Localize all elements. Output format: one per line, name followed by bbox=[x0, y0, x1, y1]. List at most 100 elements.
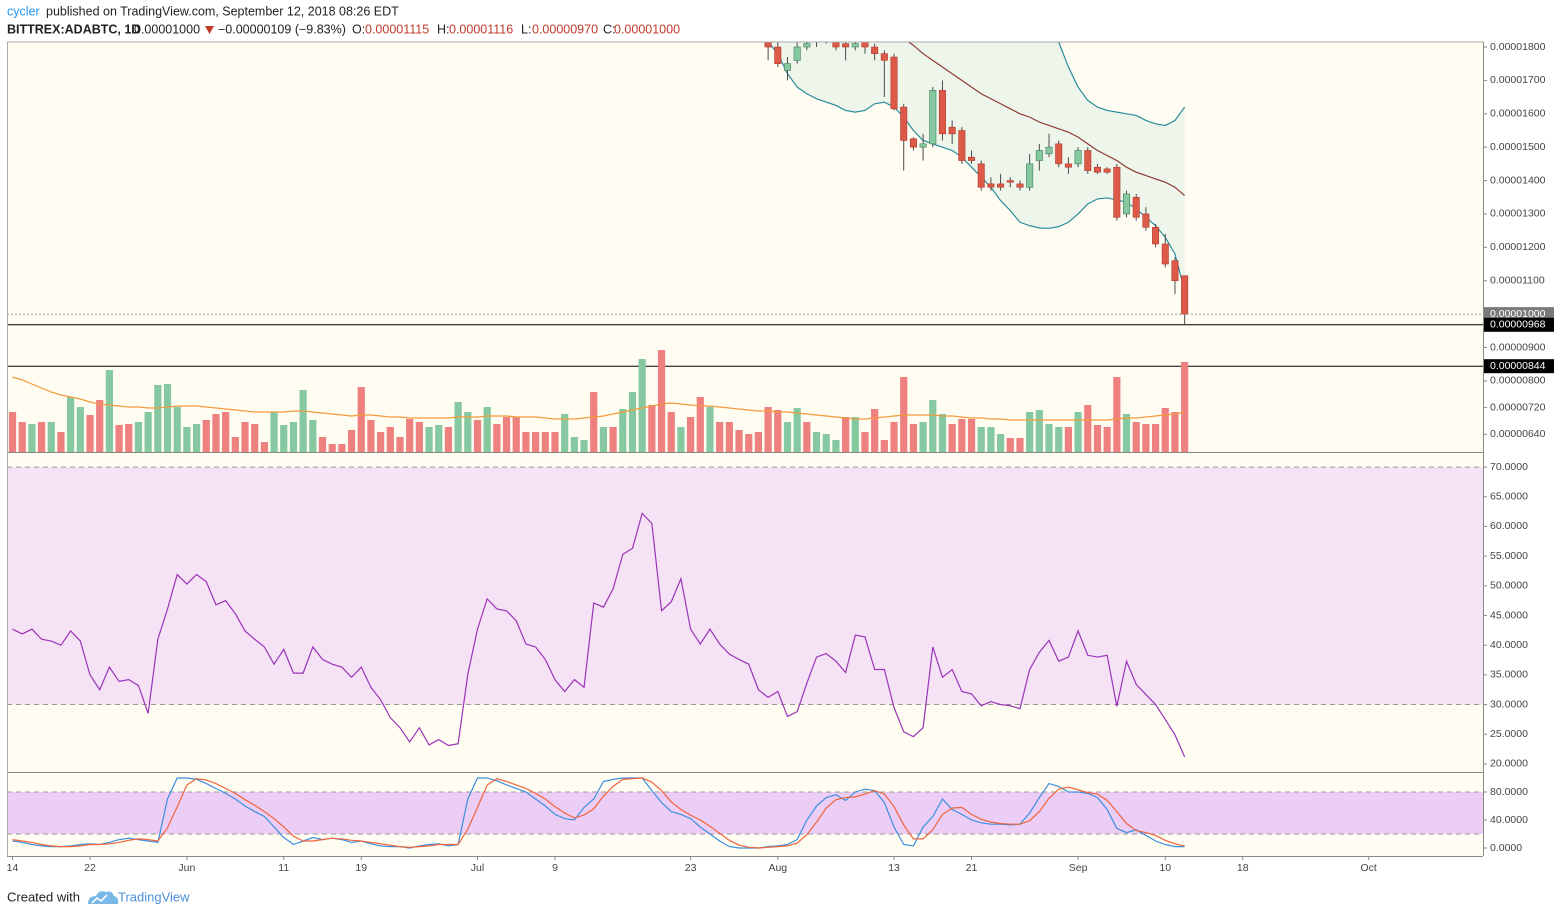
y-tick-label: 0.00001200 bbox=[1490, 241, 1546, 253]
volume-bar bbox=[1035, 410, 1043, 452]
y-tick-label: 0.00000720 bbox=[1490, 401, 1546, 413]
volume-bar bbox=[1045, 424, 1053, 452]
x-tick-label: 9 bbox=[552, 862, 558, 874]
price-label: 0.00001000 bbox=[1490, 308, 1546, 320]
volume-bar bbox=[396, 437, 404, 452]
volume-bar bbox=[977, 427, 985, 452]
candle-body bbox=[1132, 196, 1140, 218]
candle-body bbox=[813, 37, 819, 40]
footer-brand[interactable]: TradingView bbox=[118, 889, 190, 904]
volume-bar bbox=[37, 422, 46, 452]
x-tick-label: Sep bbox=[1069, 862, 1088, 874]
volume-bar bbox=[541, 432, 549, 452]
high-label: H: bbox=[437, 22, 450, 36]
volume-bar bbox=[628, 392, 637, 452]
volume-bar bbox=[115, 425, 123, 452]
price-label: 0.00000844 bbox=[1490, 360, 1546, 372]
candle-body bbox=[938, 90, 946, 135]
series-line bbox=[12, 777, 1185, 849]
candle-body bbox=[900, 106, 908, 141]
volume-bar bbox=[28, 424, 36, 452]
volume-bar bbox=[1151, 424, 1160, 452]
volume-bar bbox=[948, 424, 956, 452]
pane bbox=[7, 777, 1483, 849]
last-price: 0.00001000 bbox=[134, 22, 200, 36]
open-value: 0.00001115 bbox=[365, 22, 429, 36]
candle-body bbox=[977, 163, 985, 188]
candle-body bbox=[919, 143, 927, 148]
volume-bar bbox=[18, 422, 26, 452]
band bbox=[7, 791, 1483, 835]
volume-bar bbox=[144, 412, 152, 452]
volume-bar bbox=[96, 400, 104, 452]
candle-body bbox=[851, 43, 859, 48]
volume-bar bbox=[67, 397, 75, 452]
candle-body bbox=[823, 34, 829, 37]
x-tick-label: 13 bbox=[888, 862, 900, 874]
y-tick-label: 0.00000900 bbox=[1490, 341, 1546, 353]
x-tick-label: 10 bbox=[1159, 862, 1171, 874]
series-line bbox=[907, 42, 1186, 197]
volume-bar bbox=[841, 417, 850, 452]
y-tick-label: 65.0000 bbox=[1490, 491, 1528, 503]
volume-bar bbox=[231, 437, 239, 452]
volume-bar bbox=[1026, 412, 1034, 452]
volume-bar bbox=[57, 432, 65, 452]
volume-bar bbox=[415, 422, 423, 452]
candle-body bbox=[1064, 163, 1072, 168]
price-change: −0.00000109 (−9.83%) bbox=[218, 22, 346, 36]
candle-body bbox=[1035, 150, 1043, 161]
volume-bar bbox=[105, 370, 113, 452]
y-tick-label: 0.00001400 bbox=[1490, 174, 1546, 186]
candle-body bbox=[958, 130, 966, 161]
candle-body bbox=[774, 46, 782, 65]
series-line bbox=[12, 376, 1185, 421]
candle-body bbox=[1045, 146, 1053, 155]
candle-body bbox=[1113, 166, 1121, 218]
x-tick-label: 22 bbox=[84, 862, 96, 874]
series-line bbox=[12, 512, 1186, 758]
volume-bar bbox=[367, 420, 375, 452]
candle-body bbox=[948, 126, 956, 135]
volume-bar bbox=[464, 412, 472, 452]
candle-body bbox=[929, 90, 937, 145]
candle-body bbox=[968, 156, 976, 161]
volume-bar bbox=[76, 407, 84, 452]
volume-bar bbox=[1103, 427, 1111, 452]
y-tick-label: 0.00001100 bbox=[1490, 275, 1545, 287]
price-label: 0.00000968 bbox=[1490, 319, 1546, 331]
volume-bar bbox=[929, 400, 937, 452]
volume-bar bbox=[512, 417, 520, 452]
volume-bar bbox=[318, 437, 327, 452]
volume-bar bbox=[1084, 405, 1092, 452]
volume-bar bbox=[502, 417, 511, 452]
candle-body bbox=[861, 42, 869, 48]
candle-body bbox=[871, 46, 879, 54]
pane bbox=[764, 34, 1189, 325]
volume-bar bbox=[687, 417, 695, 452]
candle-body bbox=[1093, 166, 1101, 173]
high-value: 0.00001116 bbox=[449, 22, 513, 36]
candle-body bbox=[1142, 213, 1150, 228]
volume-bar bbox=[444, 427, 453, 452]
volume-bar bbox=[599, 427, 608, 452]
volume-bar bbox=[289, 422, 298, 452]
volume-bar bbox=[754, 432, 763, 452]
y-tick-label: 0.00000800 bbox=[1490, 375, 1546, 387]
volume-bar bbox=[347, 430, 356, 452]
volume-bar bbox=[532, 432, 540, 452]
volume-bar bbox=[570, 437, 578, 452]
volume-bar bbox=[425, 427, 433, 452]
author[interactable]: cycler bbox=[7, 4, 40, 18]
low-label: L: bbox=[521, 22, 531, 36]
candle-body bbox=[1016, 183, 1024, 188]
volume-bar bbox=[725, 422, 733, 452]
volume-bar bbox=[1171, 412, 1179, 452]
volume-bar bbox=[357, 387, 365, 452]
volume-bar bbox=[47, 422, 55, 452]
volume-bar bbox=[241, 422, 249, 452]
volume-bar bbox=[783, 422, 792, 452]
volume-bar bbox=[919, 422, 927, 452]
candle-body bbox=[1171, 260, 1179, 282]
